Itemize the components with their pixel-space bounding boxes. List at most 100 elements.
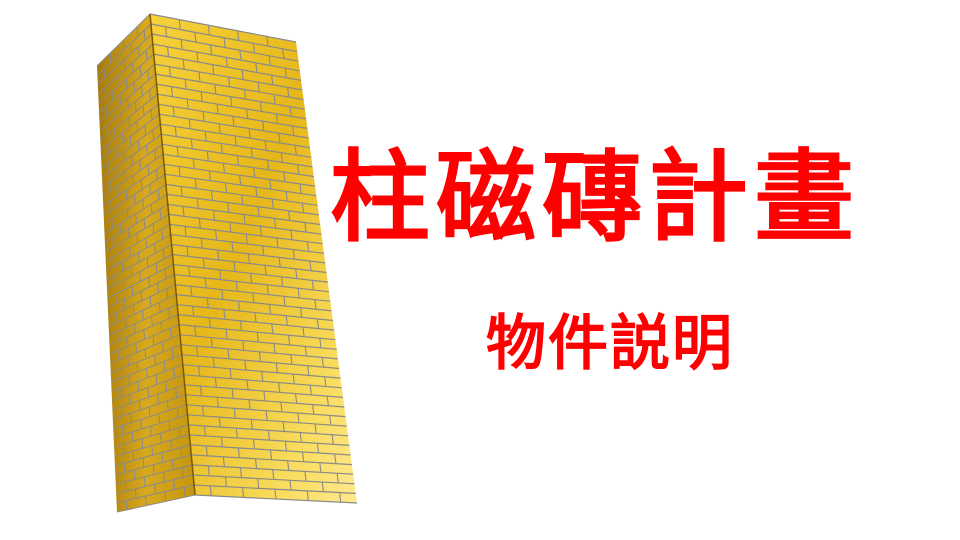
brick-joint-vertical [248, 399, 251, 410]
brick-joint-vertical [220, 143, 223, 154]
brick-joint-vertical [158, 302, 161, 313]
brick-joint-vertical [321, 481, 324, 492]
brick-joint-vertical [283, 296, 286, 307]
brick-joint-vertical [215, 230, 218, 241]
brick-joint-vertical [176, 146, 179, 157]
brick-joint-vertical [237, 30, 240, 41]
brick-joint-vertical [276, 237, 279, 248]
brick-joint-vertical [224, 182, 228, 193]
brick-joint-vertical [111, 218, 113, 229]
brick-joint-vertical [123, 151, 125, 162]
brick-joint-vertical [150, 109, 153, 120]
brick-joint-vertical [152, 129, 155, 140]
brick-joint-vertical [134, 101, 137, 112]
brick-joint-vertical [168, 420, 171, 431]
brick-joint-vertical [239, 320, 243, 331]
brick-joint-vertical [273, 218, 277, 229]
brick-joint-vertical [121, 261, 124, 271]
brick-joint-vertical [196, 52, 199, 63]
brick-joint-vertical [278, 382, 281, 393]
brick-joint-vertical [160, 322, 163, 333]
brick-joint-vertical [271, 323, 274, 334]
brick-joint-vertical [275, 113, 279, 124]
brick-joint-vertical [157, 189, 160, 200]
brick-joint-vertical [289, 106, 292, 117]
brick-joint-vertical [159, 209, 162, 220]
main-title: 柱磁磚計畫 [330, 139, 860, 256]
brick-joint-vertical [285, 315, 288, 326]
brick-joint-vertical [252, 43, 256, 54]
brick-joint-vertical [123, 39, 125, 50]
brick-joint-vertical [178, 427, 181, 438]
brick-joint-vertical [125, 189, 128, 200]
brick-joint-vertical [198, 366, 201, 377]
brick-joint-vertical [287, 460, 290, 471]
brick-joint-vertical [162, 248, 165, 259]
brick-joint-vertical [241, 194, 244, 205]
brick-joint-vertical [180, 39, 183, 50]
brick-joint-horizontal [184, 384, 344, 398]
brick-joint-vertical [143, 329, 145, 340]
brick-joint-vertical [152, 464, 155, 475]
brick-joint-vertical [289, 480, 292, 491]
brick-joint-horizontal [97, 33, 153, 85]
brick-joint-vertical [111, 90, 114, 101]
brick-joint-vertical [116, 312, 118, 323]
brick-joint-vertical [152, 335, 155, 346]
brick-joint-vertical [196, 346, 199, 357]
brick-joint-vertical [329, 415, 332, 426]
brick-joint-vertical [278, 133, 281, 144]
brick-joint-vertical [154, 243, 156, 254]
brick-joint-horizontal [162, 143, 313, 168]
brick-joint-vertical [258, 351, 262, 362]
brick-joint-vertical [144, 348, 147, 359]
brick-joint-vertical [248, 128, 251, 139]
brick-joint-vertical [294, 145, 297, 155]
brick-joint-vertical [259, 226, 263, 237]
brick-joint-vertical [236, 155, 240, 166]
brick-joint-vertical [227, 202, 230, 213]
brick-joint-vertical [290, 230, 293, 240]
brick-joint-vertical [262, 121, 265, 131]
brick-joint-vertical [163, 472, 165, 482]
brick-joint-horizontal [106, 254, 173, 290]
brick-joint-vertical [137, 252, 140, 263]
brick-joint-vertical [133, 469, 136, 480]
brick-joint-vertical [339, 492, 342, 503]
brick-joint-vertical [306, 490, 309, 501]
brick-joint-vertical [225, 57, 228, 68]
brick-joint-horizontal [158, 103, 308, 129]
brick-joint-vertical [144, 125, 147, 136]
brick-joint-vertical [312, 404, 315, 415]
brick-joint-vertical [190, 138, 193, 149]
brick-joint-vertical [136, 26, 139, 37]
brick-joint-vertical [166, 46, 170, 57]
brick-joint-vertical [124, 170, 126, 181]
brick-joint-vertical [204, 277, 207, 288]
brick-joint-vertical [256, 332, 259, 343]
brick-joint-vertical [132, 450, 135, 461]
brick-joint-vertical [239, 467, 243, 478]
brick-joint-vertical [119, 369, 121, 379]
brick-joint-vertical [194, 32, 197, 43]
brick-joint-vertical [164, 491, 167, 502]
brick-joint-vertical [261, 371, 264, 382]
brick-joint-vertical [149, 184, 151, 195]
brick-joint-vertical [243, 89, 247, 100]
brick-joint-vertical [146, 368, 148, 379]
brick-joint-vertical [271, 198, 274, 209]
brick-joint-vertical [304, 222, 307, 233]
brick-joint-vertical [241, 69, 244, 80]
brick-joint-vertical [284, 68, 287, 78]
brick-joint-vertical [114, 128, 116, 139]
brick-joint-vertical [280, 276, 284, 287]
brick-joint-vertical [214, 377, 217, 388]
brick-joint-horizontal [156, 83, 306, 110]
brick-joint-vertical [254, 312, 257, 323]
brick-joint-horizontal [179, 324, 336, 341]
brick-joint-vertical [246, 108, 249, 119]
brick-joint-vertical [165, 381, 168, 392]
brick-joint-vertical [272, 469, 275, 480]
brick-joint-vertical [210, 190, 214, 201]
